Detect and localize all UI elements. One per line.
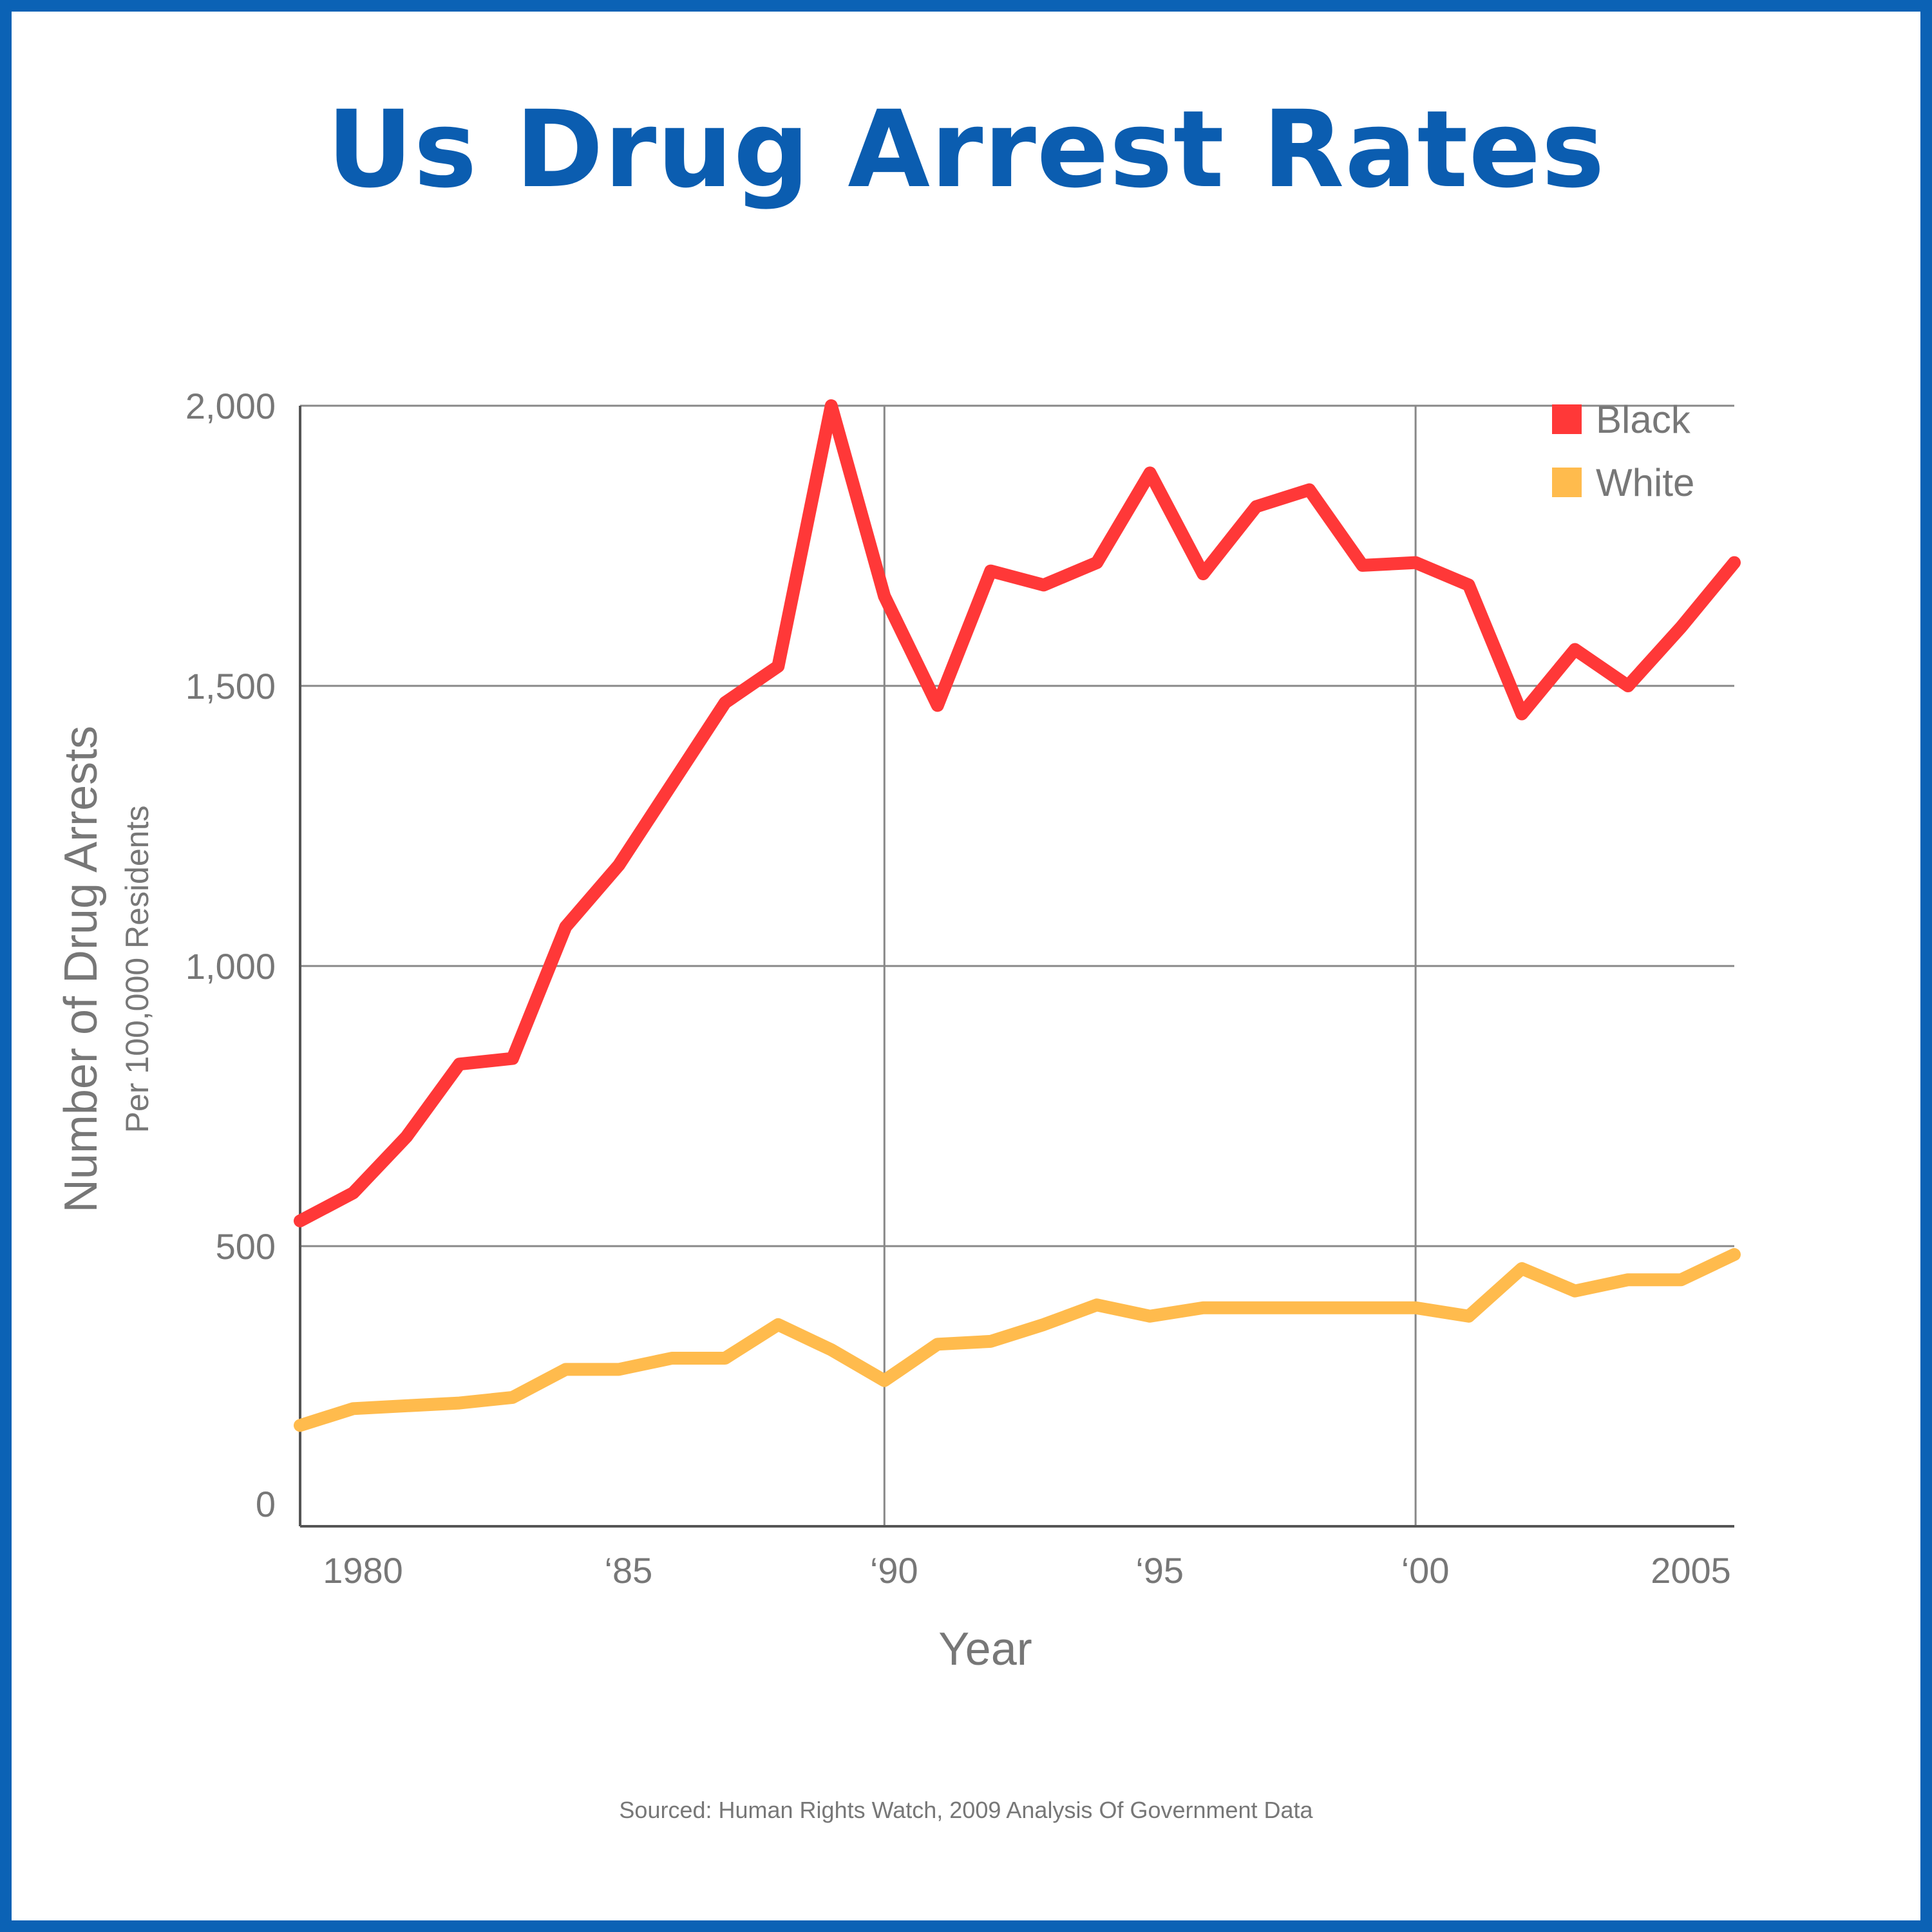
series-line-white [294, 1248, 1741, 1432]
y-axis-label: Number of Drug Arrests [55, 726, 107, 1213]
x-tick-label: ‘90 [870, 1550, 918, 1591]
axis-layer [299, 406, 1734, 1528]
y-tick-label: 1,000 [185, 946, 276, 987]
y-tick-label: 0 [256, 1484, 276, 1524]
series-layer [294, 399, 1741, 1432]
x-axis-label: Year [938, 1624, 1032, 1675]
legend-swatch-white [1552, 468, 1582, 497]
legend: Black White [1552, 398, 1694, 504]
y-tick-label: 2,000 [185, 386, 276, 426]
chart-title: Us Drug Arrest Rates [327, 88, 1605, 211]
x-tick-label: 1980 [323, 1550, 403, 1591]
grid-layer [300, 404, 1734, 1526]
x-tick-label: ‘85 [605, 1550, 653, 1591]
source-note: Sourced: Human Rights Watch, 2009 Analys… [619, 1797, 1313, 1823]
legend-label-white: White [1596, 461, 1694, 504]
tick-layer: 0 500 1,000 1,500 2,000 1980 ‘85 ‘90 ‘95 ‘00 2005 [185, 386, 1731, 1591]
series-line-black [294, 399, 1741, 1227]
y-axis-sublabel: Per 100,000 Residents [119, 806, 155, 1133]
legend-label-black: Black [1596, 398, 1691, 441]
x-tick-label: ‘00 [1401, 1550, 1450, 1591]
y-tick-label: 1,500 [185, 666, 276, 706]
x-tick-label: ‘95 [1135, 1550, 1184, 1591]
x-tick-label: 2005 [1651, 1550, 1731, 1591]
legend-swatch-black [1552, 404, 1582, 434]
y-tick-label: 500 [216, 1226, 276, 1267]
